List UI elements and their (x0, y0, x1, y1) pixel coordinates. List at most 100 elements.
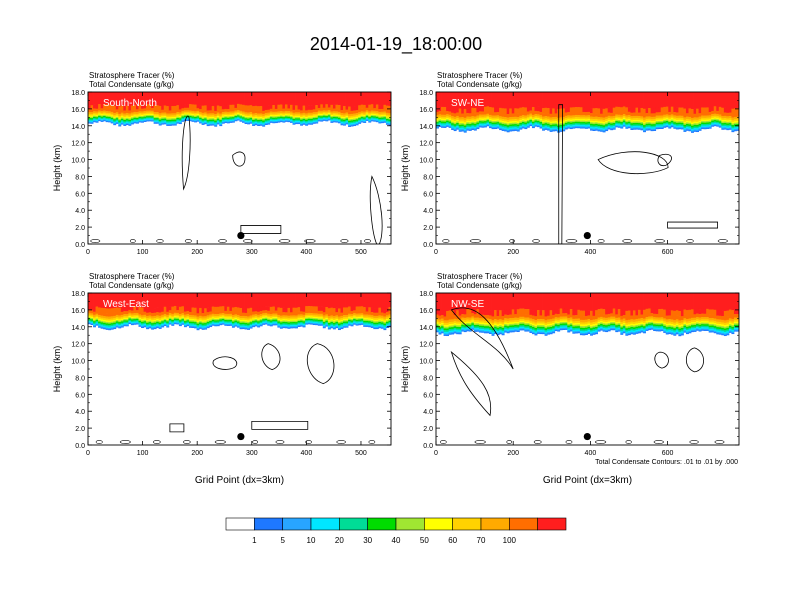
tracer-cell (93, 316, 96, 319)
tracer-cell (511, 320, 515, 323)
tracer-cell (272, 104, 276, 110)
tracer-cell (221, 105, 225, 110)
tracer-cell (191, 312, 195, 316)
tracer-cell (209, 124, 213, 126)
tracer-cell (211, 110, 215, 114)
tracer-cell (733, 125, 737, 128)
tracer-cell (269, 293, 273, 308)
tracer-cell (128, 305, 132, 311)
tracer-cell (168, 115, 172, 118)
tracer-cell (183, 311, 187, 315)
tracer-cell (526, 106, 530, 112)
tracer-cell (708, 107, 712, 113)
tracer-cell (698, 118, 702, 122)
y-tick-label: 6.0 (75, 392, 85, 399)
tracer-cell (638, 107, 641, 113)
tracer-cell (375, 318, 379, 321)
tracer-cell (178, 115, 182, 118)
tracer-cell (125, 117, 129, 120)
tracer-cell (264, 123, 268, 125)
tracer-cell (138, 311, 142, 315)
tracer-cell (249, 109, 253, 113)
tracer-cell (632, 127, 636, 129)
tracer-cell (458, 330, 462, 333)
tracer-cell (310, 109, 314, 114)
tracer-cell (247, 112, 250, 115)
tracer-cell (292, 116, 296, 118)
tracer-cell (257, 125, 261, 127)
x-tick-label: 400 (301, 450, 313, 457)
tracer-cell (691, 130, 694, 133)
tracer-cell (446, 111, 450, 115)
tracer-cell (567, 111, 571, 116)
tracer-cell (693, 117, 697, 120)
tracer-cell (216, 314, 220, 317)
tracer-cell (209, 319, 213, 322)
tracer-cell (549, 129, 553, 132)
tracer-cell (383, 92, 387, 106)
tracer-cell (317, 324, 321, 326)
tracer-cell (529, 120, 533, 122)
tracer-cell (310, 122, 314, 125)
tracer-cell (673, 115, 677, 118)
y-tick-label: 0.0 (423, 242, 433, 249)
tracer-cell (615, 125, 619, 127)
tracer-cell (224, 306, 228, 312)
tracer-cell (691, 120, 694, 123)
tracer-cell (443, 322, 447, 326)
tracer-cell (257, 322, 261, 325)
tracer-cell (317, 108, 321, 111)
tracer-cell (373, 120, 377, 122)
tracer-cell (191, 325, 195, 328)
tracer-cell (274, 315, 278, 318)
tracer-cell (176, 115, 180, 118)
tracer-cell (607, 127, 611, 129)
tracer-cell (355, 315, 359, 318)
tracer-cell (514, 113, 518, 118)
tracer-cell (441, 315, 444, 319)
tracer-cell (292, 123, 296, 125)
tracer-cell (489, 328, 492, 331)
tracer-cell (443, 124, 447, 127)
tracer-cell (335, 111, 339, 114)
tracer-cell (534, 125, 538, 127)
tracer-cell (181, 120, 185, 122)
tracer-cell (282, 114, 286, 117)
tracer-cell (564, 122, 568, 125)
tracer-cell (355, 313, 359, 316)
tracer-cell (264, 317, 268, 320)
tracer-cell (262, 321, 266, 324)
tracer-cell (171, 317, 175, 319)
tracer-cell (133, 321, 137, 324)
tracer-cell (494, 293, 497, 311)
tracer-cell (516, 329, 520, 332)
tracer-cell (572, 123, 576, 126)
tracer-cell (173, 118, 177, 120)
tracer-cell (181, 310, 185, 314)
tracer-cell (249, 317, 253, 320)
tracer-cell (494, 328, 497, 331)
tracer-cell (259, 117, 263, 119)
tracer-cell (438, 92, 442, 107)
tracer-cell (655, 107, 659, 113)
panel-title-line2: Total Condensate (g/kg) (89, 281, 174, 290)
tracer-cell (388, 116, 391, 119)
tracer-cell (108, 326, 112, 329)
y-axis-label: Height (km) (52, 145, 62, 192)
tracer-cell (473, 328, 477, 330)
tracer-cell (279, 120, 283, 122)
tracer-cell (466, 108, 470, 114)
tracer-cell (549, 126, 553, 129)
tracer-cell (201, 328, 205, 330)
tracer-cell (201, 318, 205, 321)
tracer-cell (236, 92, 240, 105)
tracer-cell (463, 326, 467, 329)
tracer-cell (290, 317, 293, 320)
tracer-cell (605, 125, 609, 128)
tracer-cell (375, 104, 379, 109)
tracer-cell (620, 119, 624, 121)
tracer-cell (663, 120, 667, 122)
tracer-cell (128, 110, 132, 114)
tracer-cell (189, 321, 192, 324)
tracer-cell (478, 122, 482, 125)
